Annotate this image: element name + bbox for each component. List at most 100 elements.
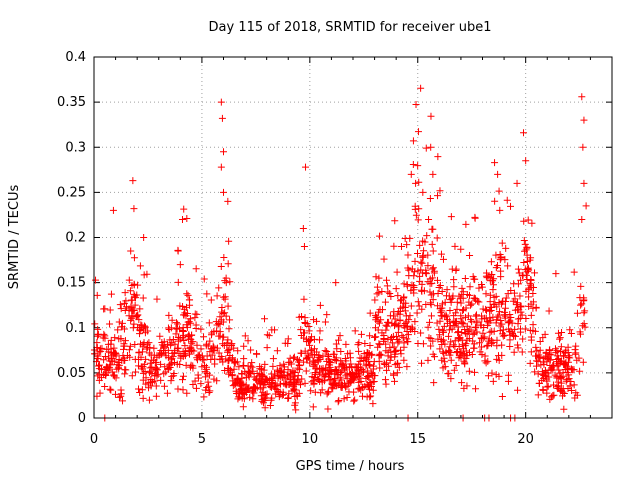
data-point	[485, 319, 493, 327]
data-point	[337, 348, 345, 356]
data-point	[128, 372, 136, 380]
data-point	[420, 287, 428, 295]
data-point	[513, 179, 521, 187]
data-point	[345, 379, 353, 387]
data-point	[447, 338, 455, 346]
data-point	[162, 352, 170, 360]
data-point	[386, 356, 394, 364]
data-point	[134, 311, 142, 319]
y-tick-label: 0	[78, 411, 86, 426]
data-point	[131, 341, 139, 349]
data-point	[145, 384, 153, 392]
data-point	[545, 307, 553, 315]
data-point	[168, 372, 176, 380]
data-point	[118, 319, 126, 327]
data-point	[248, 359, 256, 367]
data-point	[449, 319, 457, 327]
data-point	[556, 335, 564, 343]
data-point	[503, 196, 511, 204]
data-points	[90, 84, 590, 422]
data-point	[357, 377, 365, 385]
data-point	[395, 363, 403, 371]
data-point	[230, 365, 238, 373]
data-point	[405, 316, 413, 324]
data-point	[279, 368, 287, 376]
data-point	[419, 188, 427, 196]
data-point	[130, 205, 138, 213]
data-point	[161, 363, 169, 371]
data-point	[135, 349, 143, 357]
data-point	[477, 280, 485, 288]
data-point	[117, 305, 125, 313]
data-point	[294, 372, 302, 380]
data-point	[310, 351, 318, 359]
data-point	[367, 383, 375, 391]
data-point	[567, 330, 575, 338]
data-point	[427, 112, 435, 120]
data-point	[179, 376, 187, 384]
data-point	[392, 333, 400, 341]
data-point	[484, 341, 492, 349]
data-point	[554, 329, 562, 337]
data-point	[417, 84, 425, 92]
data-point	[536, 346, 544, 354]
data-point	[141, 329, 149, 337]
data-point	[473, 317, 481, 325]
data-point	[440, 354, 448, 362]
data-point	[167, 377, 175, 385]
data-point	[458, 379, 466, 387]
data-point	[241, 332, 249, 340]
data-point	[261, 360, 269, 368]
chart-title: Day 115 of 2018, SRMTID for receiver ube…	[209, 20, 492, 35]
data-point	[506, 317, 514, 325]
data-point	[291, 401, 299, 409]
data-point	[303, 354, 311, 362]
data-point	[194, 374, 202, 382]
data-point	[443, 319, 451, 327]
data-point	[142, 374, 150, 382]
data-point	[467, 326, 475, 334]
data-point	[107, 386, 115, 394]
data-point	[140, 271, 148, 279]
data-point	[213, 321, 221, 329]
data-point	[468, 351, 476, 359]
data-point	[404, 331, 412, 339]
data-point	[334, 398, 342, 406]
data-point	[415, 178, 423, 186]
data-point	[405, 272, 413, 280]
data-point	[310, 335, 318, 343]
data-point	[94, 372, 102, 380]
data-point	[108, 357, 116, 365]
data-point	[105, 354, 113, 362]
data-point	[436, 187, 444, 195]
data-point	[401, 324, 409, 332]
data-point	[226, 316, 234, 324]
data-point	[424, 262, 432, 270]
data-point	[419, 340, 427, 348]
data-point	[173, 360, 181, 368]
data-point	[299, 224, 307, 232]
data-point	[230, 344, 238, 352]
data-point	[323, 311, 331, 319]
data-point	[466, 301, 474, 309]
data-point	[559, 388, 567, 396]
data-point	[488, 369, 496, 377]
data-point	[178, 215, 186, 223]
data-point	[310, 361, 318, 369]
data-point	[332, 279, 340, 287]
data-point	[267, 396, 275, 404]
data-point	[137, 327, 145, 335]
data-point	[438, 312, 446, 320]
data-point	[297, 381, 305, 389]
data-point	[367, 369, 375, 377]
data-point	[200, 333, 208, 341]
data-point	[332, 366, 340, 374]
data-point	[579, 358, 587, 366]
data-point	[117, 386, 125, 394]
data-point	[371, 311, 379, 319]
data-point	[145, 339, 153, 347]
data-point	[106, 385, 114, 393]
data-point	[436, 331, 444, 339]
data-point	[136, 305, 144, 313]
data-point	[451, 342, 459, 350]
